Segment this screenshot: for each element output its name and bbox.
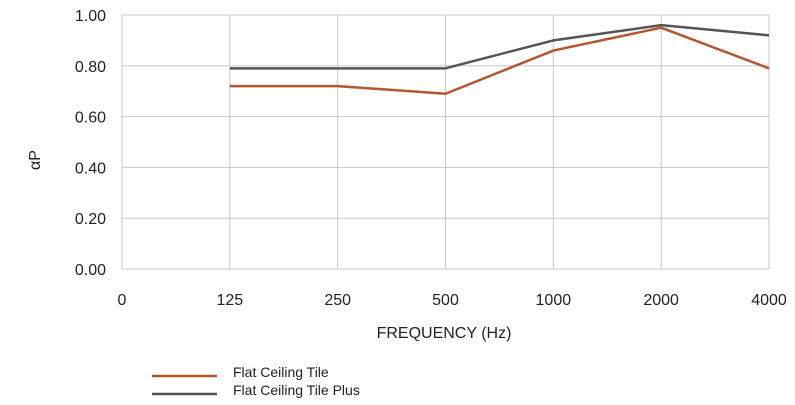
y-tick-label: 0.20	[75, 211, 106, 228]
x-axis-ticks: 0 125 250 500 1000 2000 4000	[118, 292, 787, 309]
chart-legend: Flat Ceiling Tile Flat Ceiling Tile Plus	[152, 364, 360, 398]
chart-series	[229, 23, 770, 95]
x-tick-label: 250	[324, 292, 351, 309]
x-tick-label: 125	[216, 292, 243, 309]
x-tick-label: 1000	[536, 292, 572, 309]
x-tick-label: 0	[118, 292, 127, 309]
legend-label: Flat Ceiling Tile	[233, 364, 329, 380]
x-tick-label: 2000	[643, 292, 679, 309]
series-line-2	[229, 23, 770, 70]
y-axis-ticks: 0.00 0.20 0.40 0.60 0.80 1.00	[75, 8, 106, 279]
y-tick-label: 0.80	[75, 59, 106, 76]
chart-grid	[121, 14, 770, 270]
series-line-1	[229, 26, 770, 95]
y-tick-label: 0.40	[75, 160, 106, 177]
y-tick-label: 1.00	[75, 8, 106, 25]
y-tick-label: 0.00	[75, 262, 106, 279]
legend-label: Flat Ceiling Tile Plus	[233, 382, 360, 398]
x-tick-label: 4000	[751, 292, 787, 309]
x-axis-title: FREQUENCY (Hz)	[377, 325, 512, 342]
y-axis-title: αP	[27, 150, 44, 170]
x-tick-label: 500	[432, 292, 459, 309]
y-tick-label: 0.60	[75, 110, 106, 127]
